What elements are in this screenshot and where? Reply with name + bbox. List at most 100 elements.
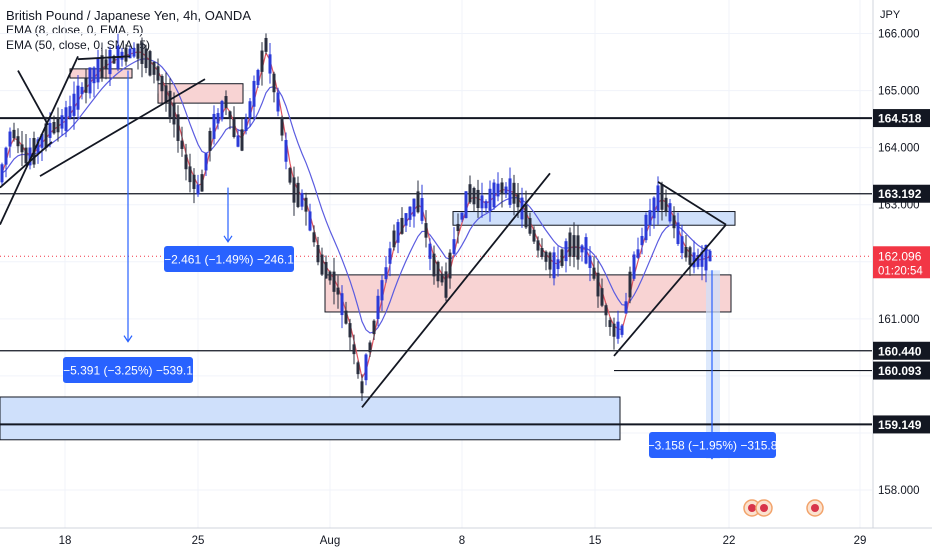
candle-85 (340, 285, 344, 329)
candle-body (56, 117, 60, 133)
candle-37 (148, 49, 152, 77)
candle-body (28, 147, 32, 166)
candle-131 (524, 190, 528, 230)
candle-body (596, 272, 600, 297)
uk-flag-icon-dot (811, 504, 819, 512)
level-tag-4 (873, 415, 930, 434)
candle-body (244, 118, 248, 132)
candle-73 (292, 166, 296, 216)
candle-body (676, 222, 680, 244)
candle-body (608, 320, 612, 328)
candle-body (160, 75, 164, 92)
level-tag-label-3: 160.093 (878, 364, 922, 378)
measurement-0: −2.461 (−1.49%) −246.1 (164, 187, 294, 272)
candle-48 (192, 168, 196, 204)
candle-body (120, 51, 124, 60)
ema-50-legend: EMA (50, close, 0, SMA, 5) (6, 38, 151, 52)
candle-20 (80, 82, 84, 100)
candle-body (500, 182, 504, 195)
y-tick-2: 164.000 (878, 143, 920, 155)
candle-body (436, 261, 440, 282)
candle-body (224, 96, 228, 108)
candle-167 (668, 199, 672, 224)
candle-77 (308, 203, 312, 232)
candle-118 (472, 186, 476, 212)
candle-body (696, 254, 700, 267)
candle-body (408, 206, 412, 220)
candle-164 (656, 176, 660, 225)
candle-87 (348, 318, 352, 351)
candle-54 (216, 108, 220, 130)
candle-104 (416, 180, 420, 214)
candle-133 (532, 226, 536, 244)
candle-98 (392, 224, 396, 251)
candle-body (428, 243, 432, 259)
candle-body (128, 48, 132, 59)
candle-body (572, 235, 576, 257)
candle-102 (408, 206, 412, 227)
candle-170 (680, 224, 684, 260)
candle-body (36, 139, 40, 153)
candle-172 (688, 245, 692, 276)
candle-106 (424, 210, 428, 248)
candle-body (624, 301, 628, 314)
candle-body (616, 321, 620, 339)
candle-93 (372, 319, 376, 340)
levels (0, 117, 872, 426)
candle-31 (124, 44, 128, 66)
candle-body (300, 192, 304, 207)
candle-120 (480, 182, 484, 218)
x-tick-1: 25 (192, 535, 205, 547)
candle-4 (16, 128, 20, 154)
candle-body (252, 80, 256, 107)
candle-43 (172, 92, 176, 138)
candle-26 (104, 49, 108, 80)
candle-body (528, 218, 532, 234)
candle-body (556, 259, 560, 270)
candle-75 (300, 189, 304, 211)
candle-body (72, 93, 76, 116)
candle-body (708, 250, 712, 262)
candle-92 (368, 340, 372, 357)
candle-105 (420, 184, 424, 225)
candle-body (508, 178, 512, 205)
x-tick-2: Aug (320, 535, 340, 547)
candle-body (644, 214, 648, 241)
candle-0 (0, 162, 4, 186)
candle-body (340, 293, 344, 316)
candle-body (304, 197, 308, 212)
candle-body (200, 174, 204, 192)
candle-body (364, 354, 368, 381)
ema-50-line (1, 58, 711, 334)
candle-body (232, 119, 236, 138)
candle-body (344, 310, 348, 324)
candle-body (156, 66, 160, 81)
candle-body (560, 249, 564, 266)
uk-flag-icon (806, 499, 824, 517)
candle-body (468, 184, 472, 203)
candle-165 (660, 181, 664, 221)
candle-66 (264, 33, 268, 55)
candle-body (144, 48, 148, 69)
candle-body (92, 67, 96, 84)
candle-body (460, 212, 464, 220)
candle-158 (632, 251, 636, 281)
candle-body (76, 85, 80, 110)
y-tick-1: 165.000 (878, 86, 920, 98)
candle-155 (620, 323, 624, 338)
candle-body (400, 217, 404, 234)
candle-83 (332, 257, 336, 305)
candle-body (108, 49, 112, 75)
candle-35 (140, 37, 144, 78)
measurement-box (649, 432, 776, 458)
candle-body (44, 123, 48, 148)
candle-137 (548, 251, 552, 279)
level-tag-2 (873, 341, 930, 360)
candle-51 (204, 152, 208, 177)
measurement-box (164, 246, 294, 272)
candle-148 (592, 256, 596, 281)
candle-body (172, 103, 176, 125)
candle-body (16, 136, 20, 147)
candle-body (0, 164, 4, 183)
